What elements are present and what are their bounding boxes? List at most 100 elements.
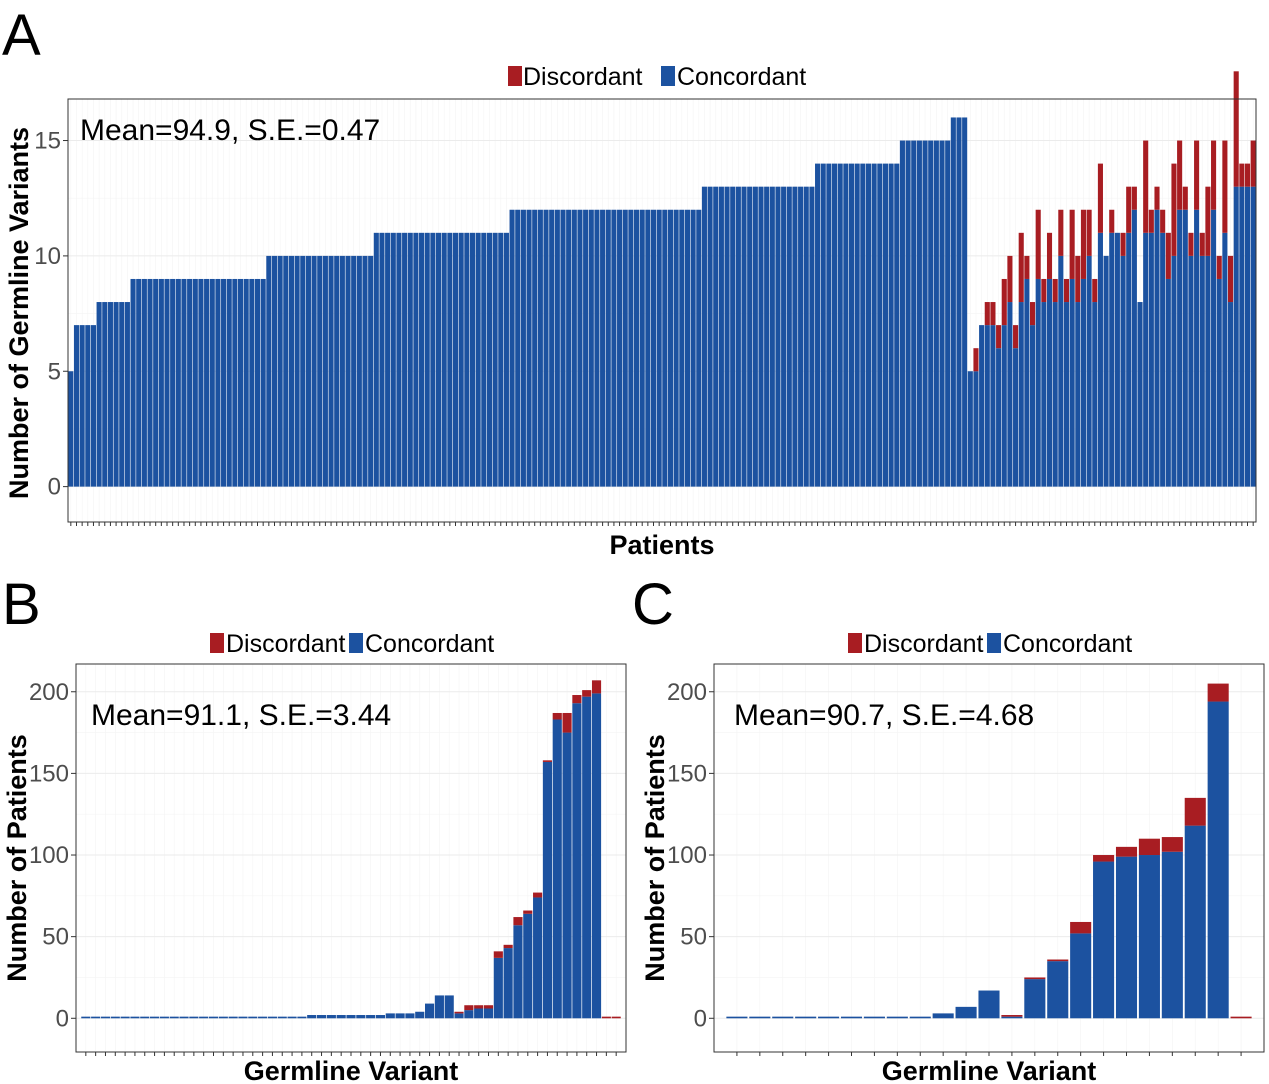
- bar-concordant: [454, 1013, 464, 1019]
- bar-concordant: [996, 348, 1002, 487]
- legend-discordant-swatch: [210, 633, 224, 653]
- bar-concordant: [684, 209, 691, 487]
- bar-concordant: [533, 897, 543, 1019]
- bar-concordant: [328, 255, 334, 487]
- bar-concordant: [215, 278, 221, 487]
- bar-discordant: [552, 712, 562, 720]
- bar-concordant: [594, 209, 600, 487]
- bar-concordant: [513, 925, 523, 1019]
- bar-discordant: [1184, 797, 1206, 826]
- bar-concordant: [1194, 209, 1200, 487]
- legend-discordant-label: Discordant: [523, 63, 643, 91]
- bar-concordant: [1047, 961, 1069, 1019]
- bar-concordant: [798, 186, 804, 487]
- bar-concordant: [1154, 209, 1160, 487]
- bar-concordant: [984, 325, 990, 487]
- bar-concordant: [1086, 255, 1092, 487]
- panel-b-legend: Discordant Concordant: [210, 630, 494, 658]
- bar-concordant: [1188, 255, 1194, 487]
- bar-concordant: [523, 913, 533, 1019]
- bar-concordant: [362, 255, 368, 487]
- bar-concordant: [764, 186, 770, 487]
- bar-concordant: [591, 693, 602, 1019]
- bar-concordant: [373, 232, 379, 487]
- bar-discordant: [1001, 1015, 1023, 1017]
- bar-discordant: [1070, 921, 1092, 934]
- bar-concordant: [366, 1015, 376, 1019]
- bar-concordant: [1007, 302, 1013, 487]
- bar-concordant: [886, 1016, 908, 1019]
- bar-concordant: [803, 186, 809, 487]
- bar-discordant: [1041, 278, 1047, 303]
- bar-concordant: [928, 140, 934, 487]
- bar-concordant: [865, 163, 872, 487]
- bar-concordant: [351, 255, 357, 487]
- bar-concordant: [356, 1015, 366, 1019]
- plot-frame: [67, 98, 1257, 523]
- bar-concordant: [266, 255, 272, 487]
- bar-concordant: [368, 255, 374, 487]
- bar-concordant: [955, 1006, 977, 1019]
- bar-concordant: [199, 1016, 209, 1019]
- bar-concordant: [752, 186, 758, 487]
- bar-concordant: [956, 117, 962, 487]
- bar-concordant: [208, 1016, 219, 1019]
- legend-concordant-swatch: [349, 633, 363, 653]
- bar-concordant: [415, 1011, 425, 1019]
- bar-discordant: [1126, 186, 1132, 233]
- bar-discordant: [1194, 140, 1200, 210]
- bar-discordant: [542, 760, 552, 762]
- bar-concordant: [204, 278, 210, 487]
- bar-concordant: [317, 255, 323, 487]
- bar-concordant: [1069, 278, 1075, 487]
- bar-concordant: [979, 325, 985, 487]
- bar-discordant: [1097, 163, 1103, 233]
- bar-concordant: [786, 186, 792, 487]
- bar-concordant: [820, 163, 826, 487]
- bar-concordant: [1115, 856, 1138, 1019]
- bar-concordant: [96, 302, 102, 487]
- bar-concordant: [198, 278, 204, 487]
- bar-concordant: [526, 209, 532, 487]
- bar-concordant: [1001, 325, 1007, 487]
- bar-concordant: [673, 209, 679, 487]
- bar-concordant: [79, 325, 85, 487]
- bar-concordant: [73, 325, 80, 487]
- bar-discordant: [1230, 1016, 1252, 1019]
- bar-concordant: [483, 1008, 494, 1019]
- panel-c: C Discordant Concordant 0 50 100 150 200 Mea…: [632, 572, 1265, 1084]
- bar-concordant: [153, 278, 159, 487]
- bar-concordant: [843, 163, 849, 487]
- bar-concordant: [1093, 861, 1115, 1019]
- panel-c-annotation: Mean=90.7, S.E.=4.68: [734, 699, 1034, 732]
- panel-b-x-axis-title: Germline Variant: [244, 1056, 459, 1084]
- legend-concordant-label: Concordant: [365, 630, 494, 658]
- bar-concordant: [277, 255, 283, 487]
- bar-concordant: [130, 278, 136, 487]
- bar-discordant: [601, 1016, 611, 1019]
- bar-concordant: [577, 209, 583, 487]
- bar-concordant: [650, 209, 657, 487]
- bar-discordant: [1093, 855, 1115, 862]
- bar-concordant: [300, 255, 306, 487]
- bar-concordant: [424, 232, 430, 487]
- bar-discordant: [1244, 163, 1251, 187]
- bar-concordant: [1103, 255, 1109, 487]
- panel-a-plot-area: 0 5 10 15: [34, 71, 1257, 526]
- bar-concordant: [554, 209, 560, 487]
- bar-concordant: [1097, 232, 1103, 487]
- bar-concordant: [1184, 825, 1206, 1019]
- bar-discordant: [582, 690, 592, 697]
- panel-a-x-axis-title: Patients: [609, 530, 714, 560]
- bar-concordant: [1222, 232, 1228, 487]
- bar-discordant: [1233, 71, 1239, 187]
- bars: [81, 680, 621, 1019]
- panel-c-plot-area: 0 50 100 150 200: [667, 663, 1265, 1056]
- panel-a: A Discordant Concordant 0 5 10 15 Mean=94.9…: [2, 3, 1257, 560]
- bar-concordant: [1114, 232, 1120, 487]
- y-tick-label: 150: [667, 760, 707, 787]
- bar-discordant: [1182, 186, 1188, 210]
- bar-concordant: [1177, 209, 1183, 487]
- bar-concordant: [894, 163, 900, 487]
- bar-discordant: [1075, 255, 1081, 303]
